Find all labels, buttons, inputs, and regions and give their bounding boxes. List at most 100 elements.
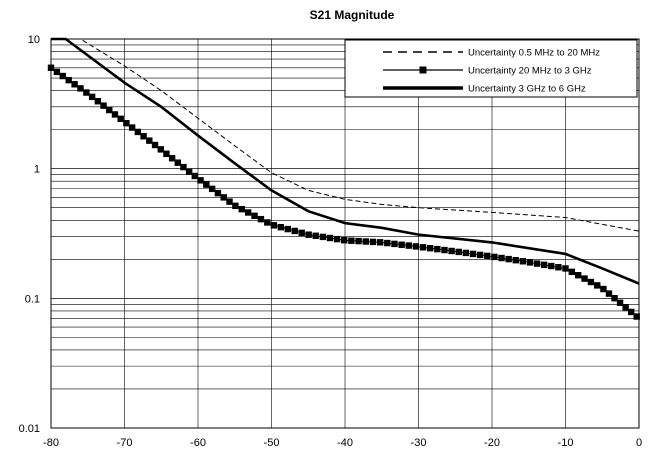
series-marker bbox=[251, 212, 258, 220]
y-tick-label: 0.01 bbox=[19, 423, 40, 435]
series-marker bbox=[284, 225, 291, 233]
x-tick-label: -50 bbox=[264, 437, 280, 449]
series-marker bbox=[505, 255, 512, 263]
series-marker bbox=[533, 260, 541, 267]
chart-title: S21 Magnitude bbox=[310, 8, 395, 22]
series-marker bbox=[298, 229, 305, 237]
series-marker bbox=[434, 245, 441, 253]
series-marker bbox=[594, 282, 601, 289]
series-marker bbox=[491, 253, 498, 261]
series-marker bbox=[484, 252, 491, 260]
series-marker bbox=[419, 244, 427, 251]
legend-label: Uncertainty 3 GHz to 6 GHz bbox=[468, 84, 586, 95]
series-marker bbox=[455, 248, 462, 256]
series-marker bbox=[622, 304, 629, 311]
series-marker bbox=[106, 106, 113, 114]
x-tick-label: -20 bbox=[484, 437, 500, 449]
series-marker bbox=[163, 150, 170, 157]
series-marker bbox=[168, 155, 176, 162]
grid bbox=[50, 38, 640, 429]
series-marker bbox=[226, 198, 233, 205]
series-line-3ghz-6ghz bbox=[51, 37, 640, 285]
series-marker bbox=[581, 275, 588, 282]
series-markers-20mhz-3ghz bbox=[47, 64, 640, 320]
series-marker bbox=[244, 209, 252, 216]
series-marker bbox=[305, 231, 312, 238]
y-tick-label: 10 bbox=[28, 34, 40, 46]
x-tick-label: -10 bbox=[558, 437, 574, 449]
series-marker bbox=[59, 72, 66, 80]
series-marker bbox=[65, 76, 72, 84]
series-marker bbox=[220, 194, 227, 201]
series-marker bbox=[611, 295, 618, 302]
series-marker bbox=[362, 238, 369, 245]
series-marker bbox=[555, 264, 562, 271]
series-marker bbox=[77, 85, 84, 92]
series-marker bbox=[264, 219, 271, 226]
series-marker bbox=[616, 299, 624, 306]
series-marker bbox=[391, 240, 398, 248]
series-marker bbox=[568, 268, 576, 276]
series-marker bbox=[526, 259, 534, 266]
series-marker bbox=[312, 232, 319, 239]
series-marker bbox=[100, 102, 107, 109]
series-marker bbox=[232, 202, 239, 210]
x-tick-label: 0 bbox=[636, 437, 642, 449]
legend-label: Uncertainty 0.5 MHz to 20 MHz bbox=[468, 48, 600, 59]
series-marker bbox=[469, 250, 477, 258]
y-tick-label: 1 bbox=[34, 164, 40, 176]
series-marker bbox=[512, 257, 519, 264]
series-marker bbox=[540, 261, 548, 269]
series-marker bbox=[398, 241, 405, 248]
series-marker bbox=[277, 223, 285, 231]
x-tick-label: -70 bbox=[117, 437, 133, 449]
series-line-0-5mhz-20mhz bbox=[51, 38, 640, 232]
series-marker bbox=[355, 237, 362, 245]
series-marker bbox=[128, 124, 136, 131]
series-marker bbox=[140, 133, 147, 140]
y-tick-label: 0.1 bbox=[25, 293, 40, 305]
series-marker bbox=[633, 313, 640, 320]
x-tick-label: -80 bbox=[43, 437, 59, 449]
series-marker bbox=[348, 237, 355, 244]
series-marker bbox=[548, 262, 555, 270]
series-marker bbox=[341, 237, 348, 244]
series-marker bbox=[185, 168, 193, 175]
series-marker bbox=[88, 93, 96, 101]
series-marker bbox=[83, 89, 90, 96]
series-marker bbox=[600, 285, 607, 293]
series-marker bbox=[291, 227, 298, 235]
series-marker bbox=[191, 172, 198, 180]
series-marker bbox=[134, 128, 142, 136]
series-marker bbox=[238, 205, 245, 213]
plot-frame bbox=[50, 38, 640, 429]
series-marker bbox=[476, 251, 484, 259]
series-marker bbox=[53, 68, 61, 76]
series-marker bbox=[319, 233, 327, 241]
legend-swatch-marker bbox=[419, 66, 427, 74]
series-marker bbox=[574, 272, 582, 279]
series-marker bbox=[257, 215, 265, 223]
series-marker bbox=[123, 120, 130, 127]
series-marker bbox=[627, 308, 635, 316]
series-marker bbox=[203, 181, 210, 188]
series-marker bbox=[180, 163, 187, 171]
series-layer bbox=[47, 37, 640, 320]
series-marker bbox=[412, 243, 420, 250]
series-marker bbox=[117, 115, 124, 123]
legend: Uncertainty 0.5 MHz to 20 MHz Uncertainty… bbox=[344, 39, 638, 98]
series-marker bbox=[587, 278, 595, 286]
series-marker bbox=[208, 185, 216, 193]
series-marker bbox=[519, 258, 527, 265]
series-marker bbox=[174, 159, 181, 166]
series-marker bbox=[197, 177, 204, 184]
series-marker bbox=[498, 254, 505, 262]
legend-label: Uncertainty 20 MHz to 3 GHz bbox=[468, 66, 592, 77]
series-marker bbox=[448, 247, 455, 255]
x-tick-label: -60 bbox=[190, 437, 206, 449]
series-marker bbox=[369, 238, 377, 246]
series-marker bbox=[270, 222, 278, 229]
series-marker bbox=[405, 242, 412, 249]
series-marker bbox=[462, 249, 470, 257]
